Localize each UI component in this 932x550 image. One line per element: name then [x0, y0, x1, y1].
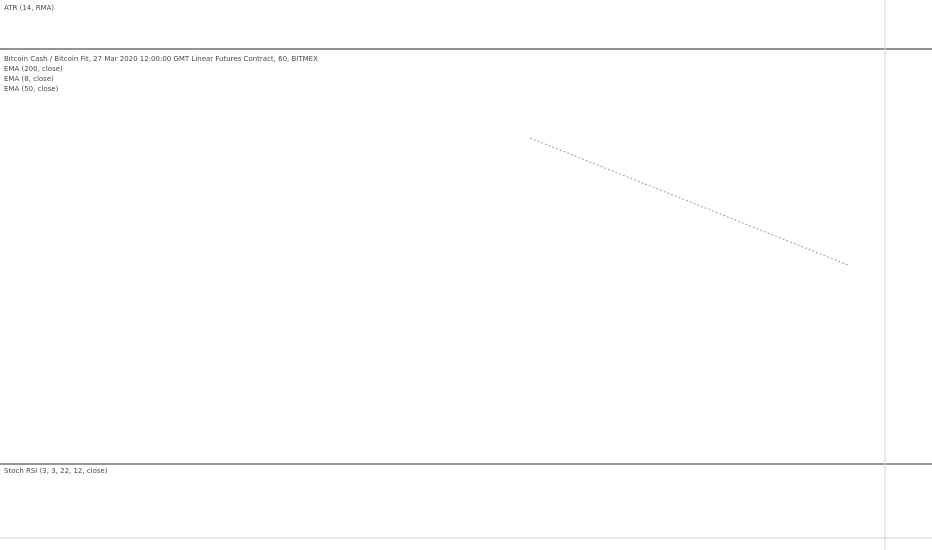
legend-entry: EMA (200, close) [4, 65, 63, 73]
trend-line [529, 137, 849, 266]
main-title: Bitcoin Cash / Bitcoin Fit, 27 Mar 2020 … [4, 55, 318, 63]
stoch-title: Stoch RSI (3, 3, 22, 12, close) [4, 467, 108, 475]
atr-title: ATR (14, RMA) [4, 4, 54, 12]
legend-entry: EMA (8, close) [4, 75, 54, 83]
legend-entry: EMA (50, close) [4, 85, 59, 93]
indicator-labels: ATR (14, RMA) Bitcoin Cash / Bitcoin Fit… [4, 4, 318, 475]
